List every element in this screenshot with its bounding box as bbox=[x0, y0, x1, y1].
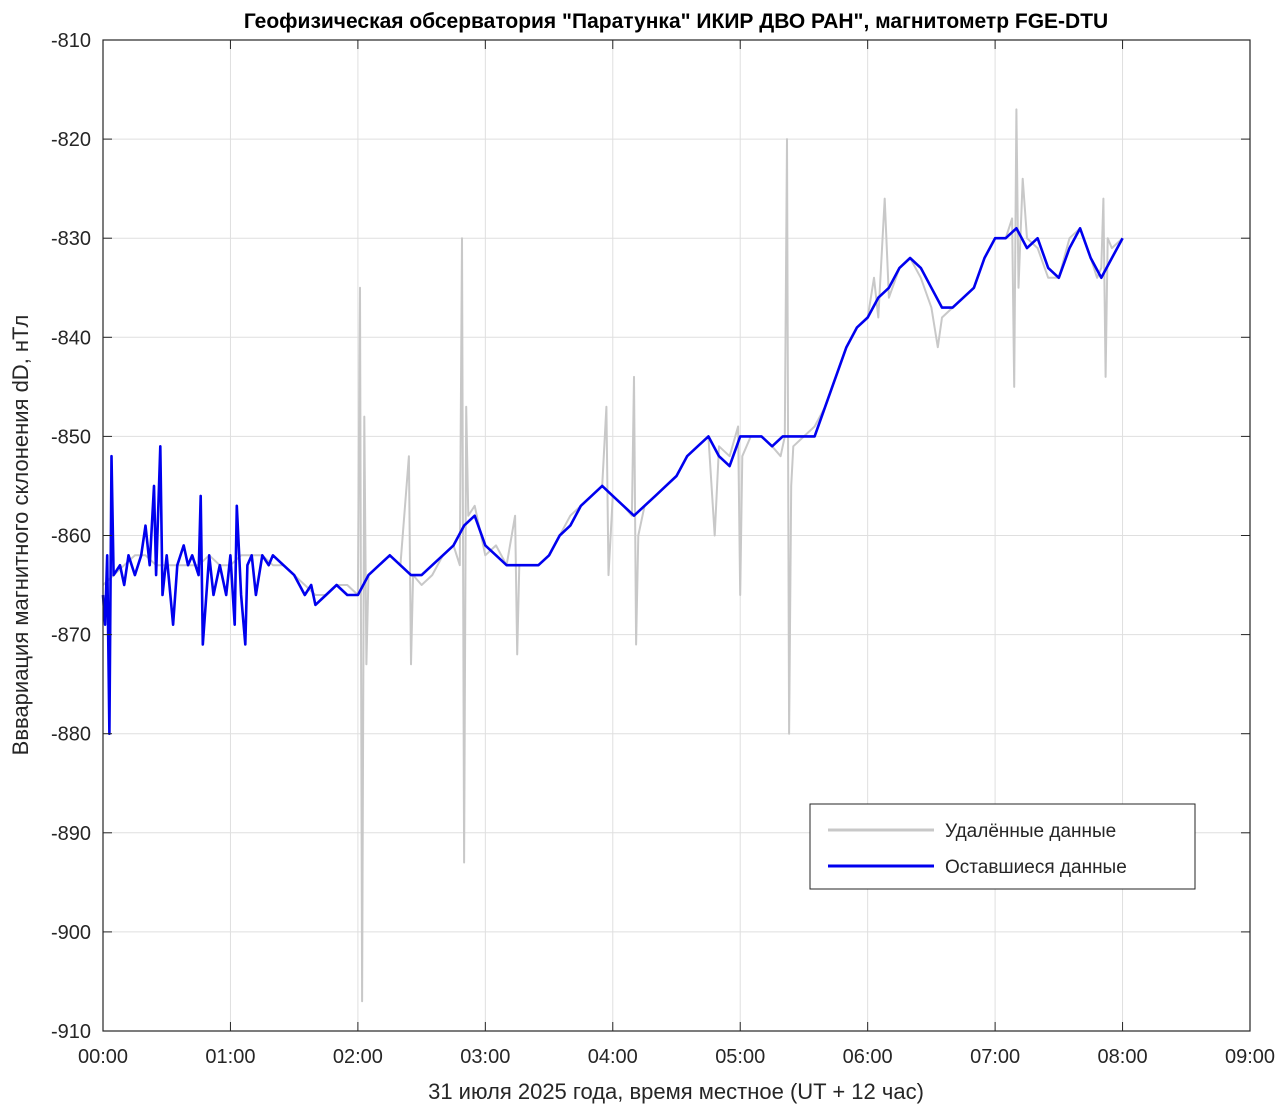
y-tick-label: -900 bbox=[51, 922, 91, 944]
y-tick-label: -860 bbox=[51, 526, 91, 548]
chart-title: Геофизическая обсерватория "Паратунка" И… bbox=[244, 10, 1108, 33]
y-tick-label: -910 bbox=[51, 1021, 91, 1043]
x-tick-label: 01:00 bbox=[205, 1046, 255, 1068]
x-ticks: 00:00 01:00 02:00 03:00 04:00 05:00 06:00 07:00… bbox=[78, 40, 1275, 1068]
x-tick-label: 07:00 bbox=[970, 1046, 1020, 1068]
y-tick-label: -840 bbox=[51, 327, 91, 349]
x-tick-label: 04:00 bbox=[588, 1046, 638, 1068]
y-tick-label: -820 bbox=[51, 129, 91, 151]
y-tick-label: -880 bbox=[51, 724, 91, 746]
y-tick-label: -830 bbox=[51, 228, 91, 250]
x-tick-label: 06:00 bbox=[843, 1046, 893, 1068]
y-tick-label: -890 bbox=[51, 823, 91, 845]
legend-label-remaining: Оставшиеся данные bbox=[945, 857, 1127, 878]
x-axis-label: 31 июля 2025 года, время местное (UT + 1… bbox=[428, 1079, 924, 1104]
legend: Удалённые данные Оставшиеся данные bbox=[809, 803, 1196, 890]
x-tick-label: 08:00 bbox=[1098, 1046, 1148, 1068]
x-tick-label: 00:00 bbox=[78, 1046, 128, 1068]
y-tick-label: -870 bbox=[51, 625, 91, 647]
x-tick-label: 02:00 bbox=[333, 1046, 383, 1068]
x-tick-label: 05:00 bbox=[715, 1046, 765, 1068]
y-axis-label: Вввариация магнитного склонения dD, нТл bbox=[8, 315, 33, 756]
series-layer bbox=[101, 108, 1124, 1003]
series-line-remaining bbox=[101, 227, 1124, 735]
x-tick-label: 09:00 bbox=[1225, 1046, 1275, 1068]
x-tick-label: 03:00 bbox=[460, 1046, 510, 1068]
y-tick-label: -850 bbox=[51, 426, 91, 448]
y-tick-label: -810 bbox=[51, 30, 91, 52]
legend-box bbox=[809, 803, 1196, 890]
y-ticks: -810 -820 -830 -840 -850 -860 -870 -880 -890 -900… bbox=[51, 30, 1250, 1043]
legend-label-removed: Удалённые данные bbox=[945, 821, 1116, 842]
